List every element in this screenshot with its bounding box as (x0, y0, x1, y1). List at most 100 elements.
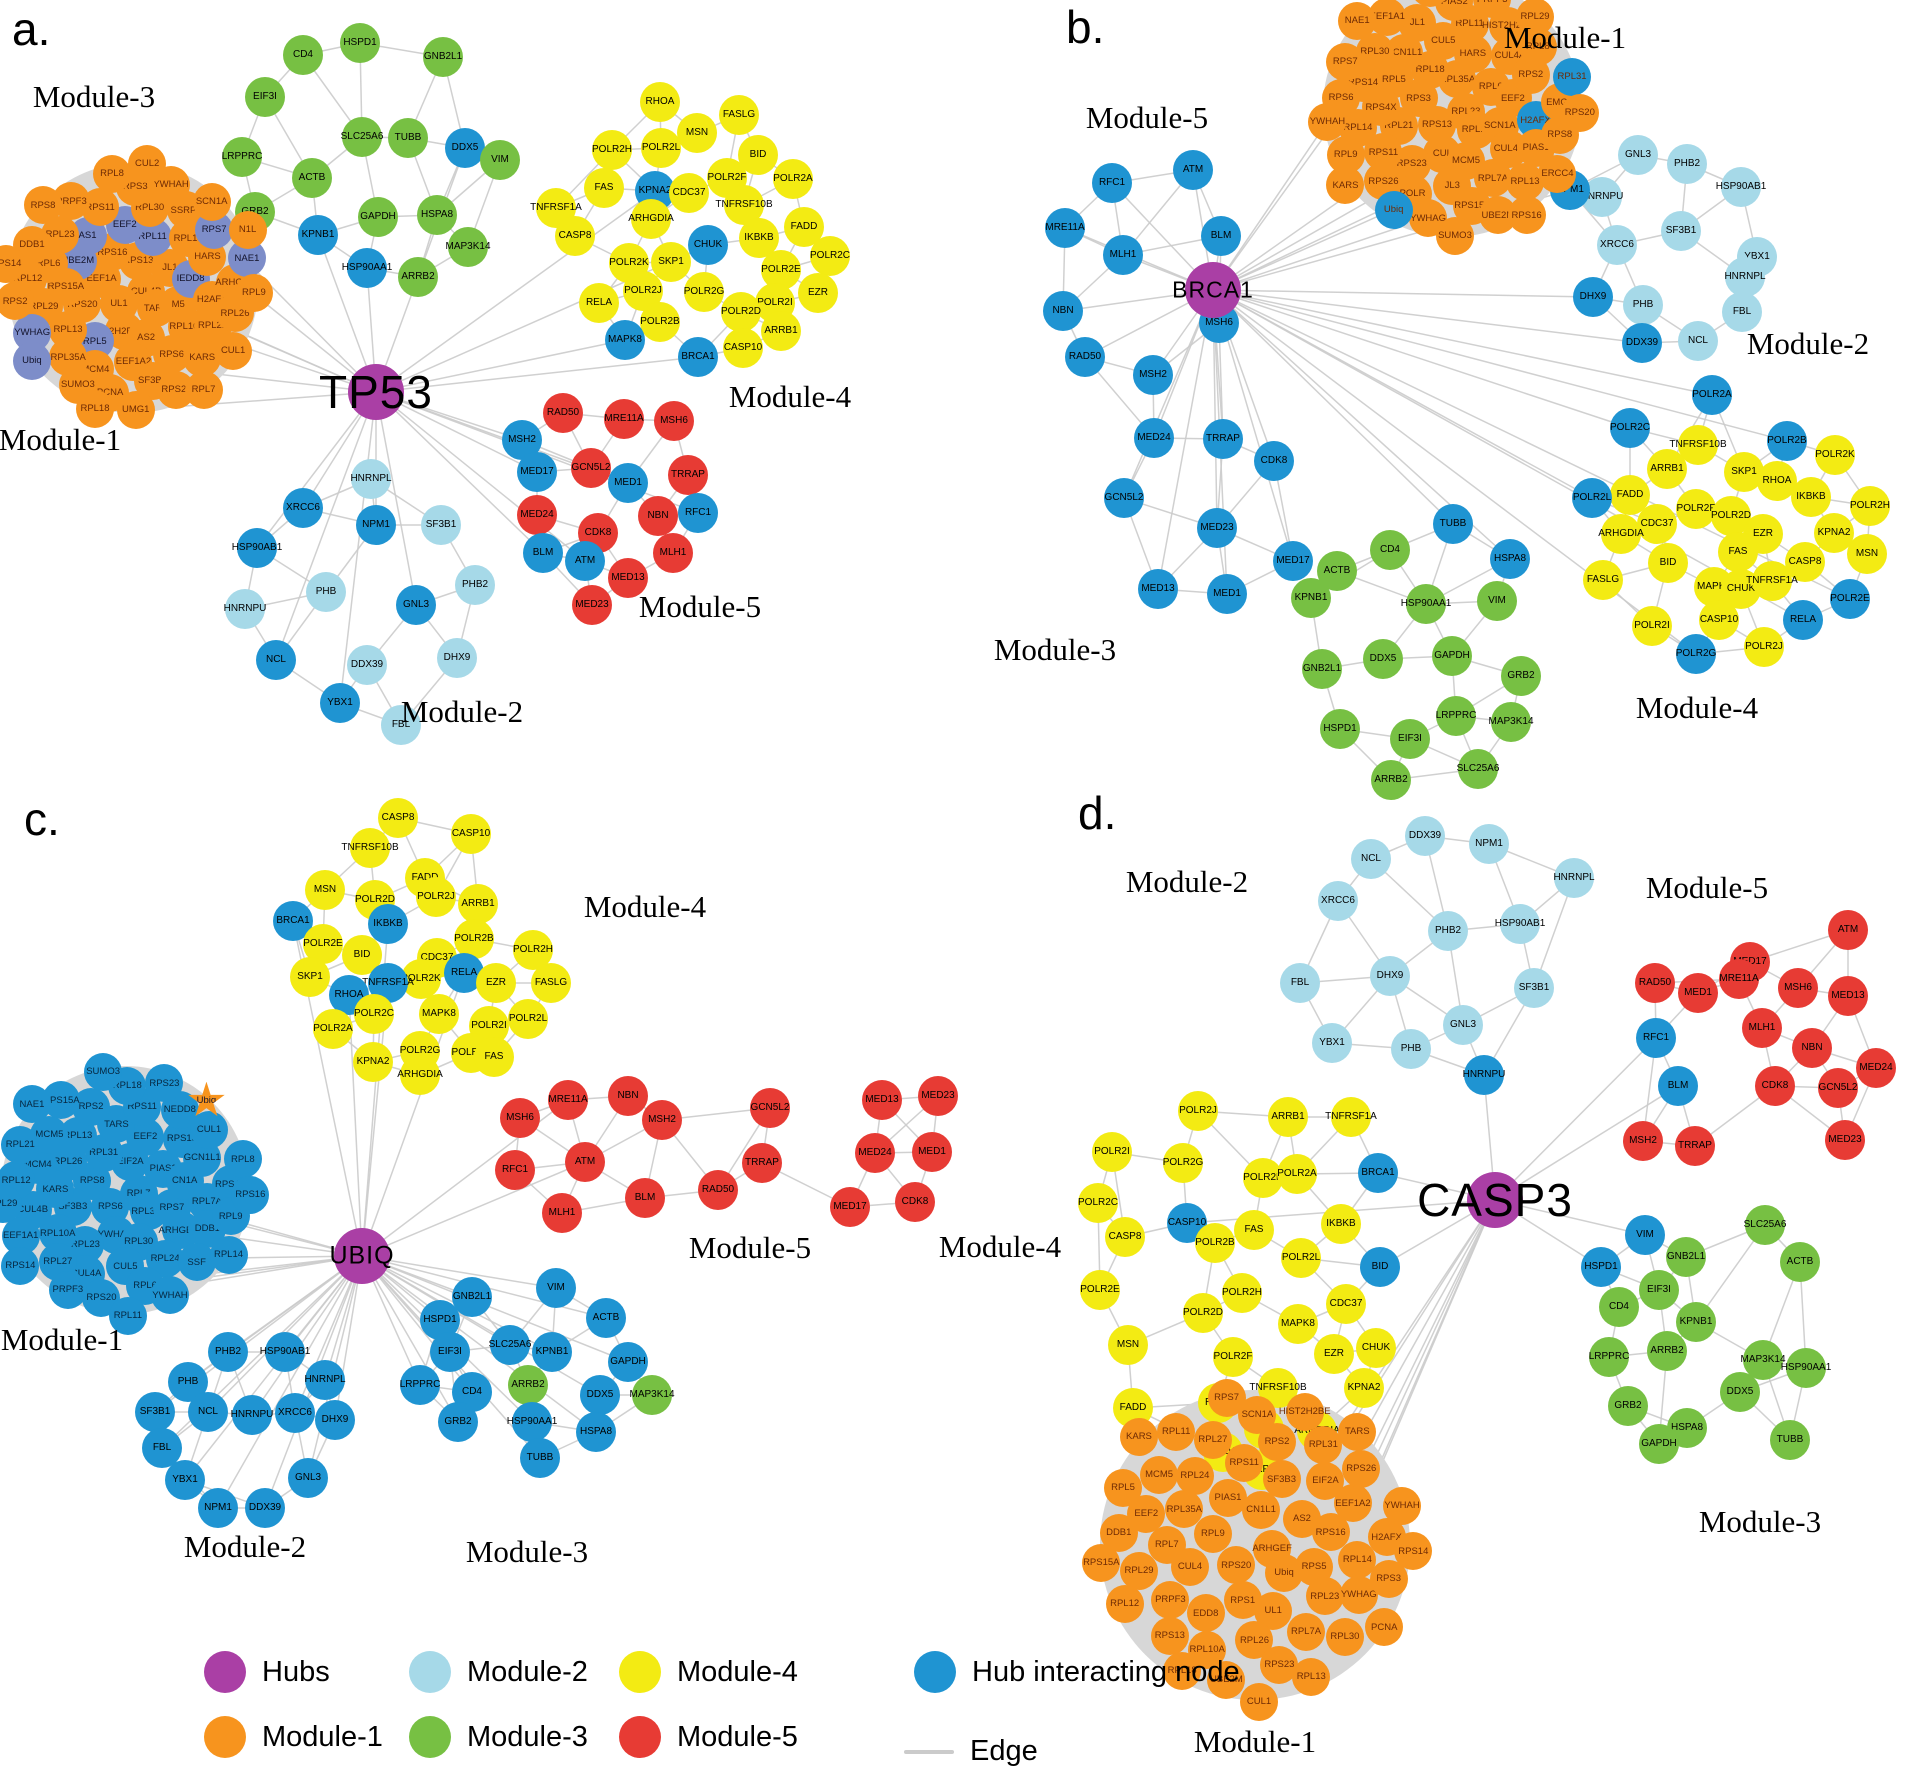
node-cul1[interactable]: CUL1 (190, 1110, 229, 1149)
node-phb2[interactable]: PHB2 (1667, 144, 1707, 184)
node-phb2[interactable]: PHB2 (1428, 911, 1468, 951)
node-rpl14[interactable]: RPL14 (209, 1235, 248, 1274)
node-rfc1[interactable]: RFC1 (678, 493, 718, 533)
node-dhx9[interactable]: DHX9 (315, 1400, 355, 1440)
node-ddx5[interactable]: DDX5 (445, 128, 485, 168)
node-hsp90aa1[interactable]: HSP90AA1 (1401, 584, 1451, 624)
node-tnfrsf10b[interactable]: TNFRSF10B (341, 828, 399, 868)
node-atm[interactable]: ATM (1828, 910, 1868, 950)
node-vim[interactable]: VIM (1477, 581, 1517, 621)
node-gnl3[interactable]: GNL3 (288, 1458, 328, 1498)
node-vim[interactable]: VIM (1625, 1215, 1665, 1255)
node-kpna2[interactable]: KPNA2 (1344, 1368, 1384, 1408)
node-mapk8[interactable]: MAPK8 (605, 320, 645, 360)
node-arrb1[interactable]: ARRB1 (761, 311, 801, 351)
node-ubiq[interactable]: Ubiq (1374, 190, 1413, 229)
node-gapdh[interactable]: GAPDH (608, 1342, 648, 1382)
hub-node-tp53[interactable] (348, 364, 404, 420)
node-ywhah[interactable]: YWHAH (1383, 1486, 1422, 1525)
node-kpnb1[interactable]: KPNB1 (1676, 1302, 1716, 1342)
node-casp8[interactable]: CASP8 (555, 216, 595, 256)
node-pias1[interactable]: PIAS1 (1209, 1478, 1247, 1517)
node-gnb2l1[interactable]: GNB2L1 (423, 37, 463, 77)
node-trrap[interactable]: TRRAP (668, 455, 708, 495)
node-rpl5[interactable]: RPL5 (1103, 1468, 1142, 1507)
node-polr2a[interactable]: POLR2A (773, 159, 813, 199)
node-prpf3[interactable]: PRPF3 (48, 1271, 87, 1310)
node-polr2c[interactable]: POLR2C (810, 236, 850, 276)
node-polr2a[interactable]: POLR2A (1277, 1154, 1317, 1194)
node-polr2a[interactable]: POLR2A (313, 1009, 353, 1049)
node-arhgdia[interactable]: ARHGDIA (628, 199, 674, 239)
node-rpl24[interactable]: RPL24 (1175, 1457, 1214, 1496)
node-hnrnpl[interactable]: HNRNPL (1724, 257, 1766, 297)
node-rad50[interactable]: RAD50 (698, 1170, 738, 1210)
node-rad50[interactable]: RAD50 (1635, 963, 1675, 1003)
node-rpl31[interactable]: RPL31 (1304, 1425, 1343, 1464)
node-rela[interactable]: RELA (1783, 600, 1823, 640)
node-phb2[interactable]: PHB2 (455, 565, 495, 605)
node-brca1[interactable]: BRCA1 (678, 337, 718, 377)
node-umg1[interactable]: UMG1 (116, 390, 155, 429)
node-rfc1[interactable]: RFC1 (1636, 1018, 1676, 1058)
node-med17[interactable]: MED17 (1273, 541, 1313, 581)
node-hnrnpu[interactable]: HNRNPU (224, 589, 266, 629)
node-polr2c[interactable]: POLR2C (354, 994, 394, 1034)
node-gnl3[interactable]: GNL3 (1443, 1005, 1483, 1045)
node-polr2j[interactable]: POLR2J (1744, 627, 1784, 667)
node-trrap[interactable]: TRRAP (1203, 419, 1243, 459)
node-msn[interactable]: MSN (1847, 534, 1887, 574)
node-cdk8[interactable]: CDK8 (1755, 1066, 1795, 1106)
hub-node-ubiq[interactable] (334, 1228, 390, 1284)
node-xrcc6[interactable]: XRCC6 (1597, 225, 1637, 265)
node-polr2h[interactable]: POLR2H (1222, 1273, 1262, 1313)
node-cdc37[interactable]: CDC37 (1637, 504, 1677, 544)
node-rad50[interactable]: RAD50 (1065, 337, 1105, 377)
node-mlh1[interactable]: MLH1 (542, 1193, 582, 1233)
node-med13[interactable]: MED13 (1138, 569, 1178, 609)
node-polr2d[interactable]: POLR2D (1183, 1293, 1223, 1333)
node-hspd1[interactable]: HSPD1 (1581, 1247, 1621, 1287)
node-gnl3[interactable]: GNL3 (1618, 135, 1658, 175)
node-sf3b1[interactable]: SF3B1 (135, 1392, 175, 1432)
node-rpl8[interactable]: RPL8 (93, 154, 131, 193)
node-rps11[interactable]: RPS11 (1225, 1443, 1264, 1482)
node-rpl9[interactable]: RPL9 (1193, 1515, 1232, 1553)
node-n1l[interactable]: N1L (228, 210, 267, 249)
node-cul1[interactable]: CUL1 (1240, 1682, 1279, 1721)
node-slc25a6[interactable]: SLC25A6 (341, 117, 383, 157)
node-sf3b3[interactable]: SF3B3 (1262, 1460, 1301, 1499)
node-polr2d[interactable]: POLR2D (721, 292, 761, 332)
node-cdc37[interactable]: CDC37 (1326, 1284, 1366, 1324)
node-ybx1[interactable]: YBX1 (320, 683, 360, 723)
node-atm[interactable]: ATM (565, 541, 605, 581)
node-nbn[interactable]: NBN (1792, 1028, 1832, 1068)
node-fas[interactable]: FAS (1718, 532, 1758, 572)
node-cd4[interactable]: CD4 (1599, 1287, 1639, 1327)
node-faslg[interactable]: FASLG (531, 963, 571, 1003)
node-polr2l[interactable]: POLR2L (641, 128, 681, 168)
node-xrcc6[interactable]: XRCC6 (275, 1393, 315, 1433)
node-polr2h[interactable]: POLR2H (1850, 486, 1890, 526)
node-cdc37[interactable]: CDC37 (669, 173, 709, 213)
node-arrb1[interactable]: ARRB1 (1268, 1097, 1308, 1137)
node-hspa8[interactable]: HSPA8 (417, 195, 457, 235)
node-vim[interactable]: VIM (480, 140, 520, 180)
node-hnrnpu[interactable]: HNRNPU (231, 1395, 273, 1435)
node-sf3b1[interactable]: SF3B1 (421, 505, 461, 545)
node-gnl3[interactable]: GNL3 (396, 585, 436, 625)
node-ddx5[interactable]: DDX5 (1363, 639, 1403, 679)
node-polr2b[interactable]: POLR2B (1195, 1223, 1235, 1263)
node-polr2e[interactable]: POLR2E (1080, 1270, 1120, 1310)
node-kpnb1[interactable]: KPNB1 (298, 215, 338, 255)
node-gnb2l1[interactable]: GNB2L1 (1302, 649, 1342, 689)
node-trrap[interactable]: TRRAP (742, 1143, 782, 1183)
node-mapk8[interactable]: MAPK8 (419, 994, 459, 1034)
node-hsp90aa1[interactable]: HSP90AA1 (342, 248, 392, 288)
node-phb[interactable]: PHB (306, 572, 346, 612)
node-casp8[interactable]: CASP8 (1105, 1217, 1145, 1257)
node-med24[interactable]: MED24 (1134, 418, 1174, 458)
node-rhoa[interactable]: RHOA (640, 82, 680, 122)
node-polr2g[interactable]: POLR2G (684, 272, 724, 312)
node-skp1[interactable]: SKP1 (290, 957, 330, 997)
